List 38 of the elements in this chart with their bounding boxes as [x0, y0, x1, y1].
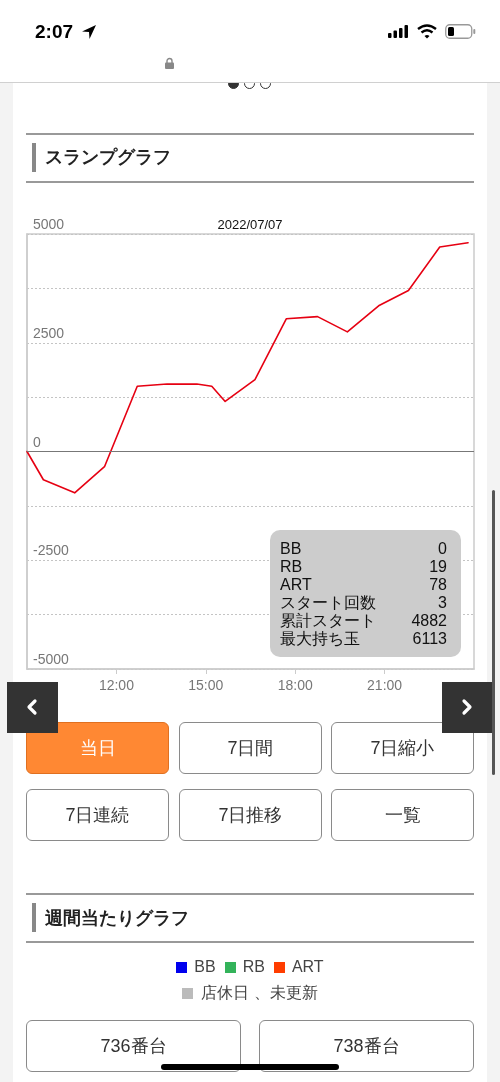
annotation: BB — [280, 540, 302, 558]
annotation: ART — [280, 576, 312, 594]
tab-button[interactable]: 7日連続 — [26, 789, 169, 841]
text: 店休日 、未更新 — [201, 983, 318, 1003]
annotation: 0 — [438, 540, 447, 558]
text: 2:07 — [35, 20, 74, 44]
text: RB — [242, 957, 265, 977]
tab-button[interactable]: 7日縮小 — [331, 722, 474, 774]
annotation: 6113 — [412, 630, 447, 648]
tab-button[interactable]: 一覧 — [331, 789, 474, 841]
x-tick-label: 12:00 — [98, 677, 135, 693]
tab-button[interactable]: 7日推移 — [179, 789, 322, 841]
annotation: RB — [280, 558, 303, 576]
text: 週間当たりグラフ — [45, 907, 189, 929]
annotation: 19 — [429, 558, 447, 576]
annotation: 78 — [429, 576, 447, 594]
x-tick-label: 15:00 — [188, 677, 224, 693]
x-tick-label: 18:00 — [277, 677, 313, 693]
tab-button[interactable]: 7日間 — [179, 722, 322, 774]
annotation: スタート回数 — [280, 594, 376, 612]
chart-subtitle: 2022/07/07 — [217, 217, 283, 232]
annotation: 3 — [438, 594, 447, 612]
text: ART — [291, 957, 324, 977]
x-tick-label: 21:00 — [367, 677, 403, 693]
y-tick-label: 5000 — [33, 216, 65, 232]
annotation: 累計スタート — [280, 612, 376, 630]
chart-title: スランプグラフ — [45, 146, 171, 168]
next-button[interactable] — [442, 682, 493, 733]
machine-button[interactable]: 736番台 — [26, 1020, 241, 1072]
annotation: 4882 — [411, 612, 447, 630]
y-tick-label: 2500 — [33, 324, 65, 341]
machine-button[interactable]: 738番台 — [259, 1020, 474, 1072]
annotation: 最大持ち玉 — [280, 630, 360, 648]
y-tick-label: 0 — [33, 433, 41, 450]
y-tick-label: -2500 — [33, 542, 70, 559]
text: BB — [194, 957, 216, 977]
previous-button[interactable] — [7, 682, 58, 733]
y-tick-label: -5000 — [33, 651, 70, 667]
